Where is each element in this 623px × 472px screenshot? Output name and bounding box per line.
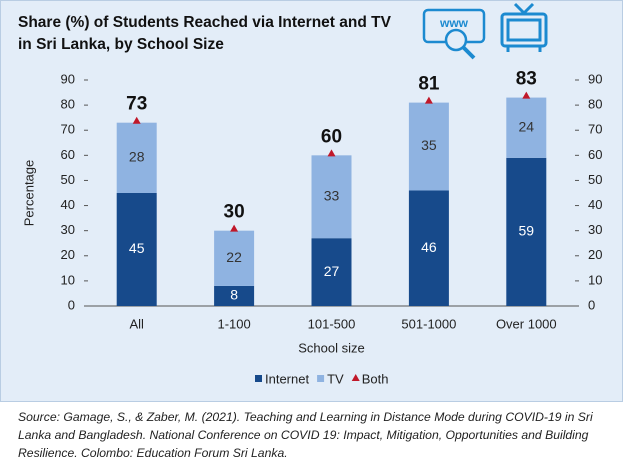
legend-marker	[351, 374, 360, 381]
y-tick-label: 60	[61, 147, 75, 162]
x-tick-label: 101-500	[308, 316, 356, 331]
y2-tick-label: 10	[588, 272, 602, 287]
source-note: Source: Gamage, S., & Zaber, M. (2021). …	[18, 410, 593, 460]
y-tick-label: 90	[61, 71, 75, 86]
data-label: 73	[126, 94, 147, 115]
bar-segment	[506, 157, 547, 306]
tv-icon	[500, 2, 548, 52]
y-tick-label: 50	[61, 172, 75, 187]
y-tick-label: 0	[68, 297, 75, 312]
both-marker	[522, 91, 531, 99]
bar-segment	[311, 238, 352, 306]
x-axis-label: School size	[298, 340, 364, 355]
both-marker	[327, 149, 336, 157]
y2-tick-label: 0	[588, 297, 595, 312]
legend-label: Internet	[265, 371, 309, 386]
bar-segment	[506, 97, 547, 158]
bar-segment	[214, 230, 255, 286]
data-label: 27	[324, 263, 340, 279]
y-tick-label: 80	[61, 97, 75, 112]
y-tick-label: 30	[61, 222, 75, 237]
y-tick-label: 20	[61, 247, 75, 262]
legend-marker	[255, 375, 262, 382]
data-label: 28	[129, 149, 145, 165]
legend-marker	[317, 375, 325, 382]
y-tick-label: 70	[61, 122, 75, 137]
chart-title: Share (%) of Students Reached via Intern…	[18, 14, 391, 53]
x-tick-label: All	[129, 316, 144, 331]
data-label: 83	[516, 69, 537, 90]
data-label: 30	[224, 202, 245, 223]
data-label: 46	[421, 239, 437, 255]
bar-segment	[214, 285, 255, 306]
data-label: 33	[324, 187, 340, 203]
svg-text:www: www	[439, 16, 469, 30]
data-label: 24	[519, 118, 535, 134]
y2-tick-label: 80	[588, 97, 602, 112]
bar-segment	[408, 190, 449, 306]
y2-tick-label: 90	[588, 71, 602, 86]
x-tick-label: Over 1000	[496, 316, 557, 331]
data-label: 8	[230, 287, 238, 303]
legend-label: Both	[362, 371, 389, 386]
y-axis-label: Percentage	[21, 160, 36, 227]
both-marker	[132, 116, 141, 124]
data-label: 81	[418, 74, 440, 95]
y2-tick-label: 40	[588, 197, 602, 212]
x-tick-label: 501-1000	[401, 316, 456, 331]
both-marker	[230, 224, 239, 232]
data-label: 22	[226, 249, 242, 265]
y2-tick-label: 50	[588, 172, 602, 187]
data-label: 35	[421, 137, 437, 153]
chart: www 0 10 20 30 40 50 60 70 80 90 0 10 20 30 40 50 60 70 80…	[21, 2, 602, 386]
y-tick-label: 10	[61, 272, 75, 287]
bar-segment	[116, 193, 157, 306]
data-label: 59	[519, 223, 535, 239]
bar-segment	[408, 102, 449, 191]
both-marker	[424, 96, 433, 104]
www-icon: www	[422, 8, 486, 60]
bar-segment	[311, 155, 352, 239]
legend-label: TV	[327, 371, 344, 386]
y2-tick-label: 20	[588, 247, 602, 262]
y2-tick-label: 70	[588, 122, 602, 137]
y2-tick-label: 60	[588, 147, 602, 162]
y2-tick-label: 30	[588, 222, 602, 237]
y-tick-label: 40	[61, 197, 75, 212]
data-label: 45	[129, 240, 145, 256]
bar-segment	[116, 122, 157, 193]
x-tick-label: 1-100	[217, 316, 250, 331]
data-label: 60	[321, 126, 342, 147]
